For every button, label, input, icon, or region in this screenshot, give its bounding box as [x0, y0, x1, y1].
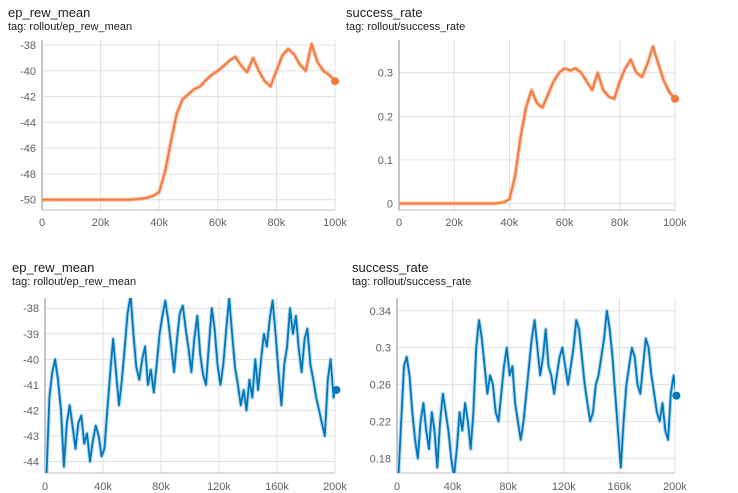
- last-point-marker: [672, 391, 681, 400]
- y-tick-label: -42: [23, 405, 39, 417]
- chart-panel-success-rate-2: success_rate tag: rollout/success_rate 0…: [340, 255, 738, 493]
- series-line: [42, 43, 335, 201]
- y-tick-label: -42: [20, 92, 36, 104]
- x-tick-label: 60k: [209, 217, 227, 229]
- y-tick-label: -39: [23, 329, 39, 341]
- x-tick-label: 100k: [323, 217, 347, 229]
- last-point-marker: [332, 385, 341, 394]
- x-tick-label: 120k: [207, 481, 231, 493]
- y-tick-label: 0.2: [378, 111, 393, 123]
- y-tick-label: -40: [20, 66, 36, 78]
- y-tick-label: 0.3: [376, 343, 391, 355]
- y-tick-label: -38: [20, 40, 36, 52]
- x-tick-label: 0: [396, 217, 402, 229]
- x-tick-label: 20k: [445, 217, 463, 229]
- x-tick-label: 80k: [152, 481, 170, 493]
- x-tick-label: 40k: [444, 481, 462, 493]
- series-raw-band: [42, 41, 335, 202]
- x-tick-label: 160k: [607, 481, 631, 493]
- chart-title: success_rate: [346, 5, 423, 20]
- chart-svg: 0.18 0.22 0.26 0.3 0.34 0 40k 80k 120k 160k 200k: [370, 298, 687, 493]
- series-raw-band: [397, 308, 675, 473]
- x-tick-label: 40k: [150, 217, 168, 229]
- y-tick-label: -44: [23, 457, 39, 469]
- chart-title: success_rate: [352, 260, 429, 275]
- y-tick-label: 0: [387, 198, 393, 210]
- series-line: [397, 310, 675, 473]
- y-tick-label: -44: [20, 117, 36, 129]
- chart-tag: tag: rollout/ep_rew_mean: [8, 21, 133, 33]
- x-tick-label: 100k: [663, 217, 687, 229]
- x-tick-label: 60k: [556, 217, 574, 229]
- series-raw-band: [399, 44, 675, 206]
- last-point-marker: [331, 77, 339, 86]
- chart-panel-ep-rew-mean-2: ep_rew_mean tag: rollout/ep_rew_mean -44…: [0, 255, 347, 493]
- x-tick-label: 80k: [611, 217, 629, 229]
- x-tick-label: 0: [394, 481, 400, 493]
- x-tick-label: 0: [42, 481, 48, 493]
- chart-panel-ep-rew-mean-1: ep_rew_mean tag: rollout/ep_rew_mean -50…: [0, 0, 347, 245]
- chart-tag: tag: rollout/success_rate: [352, 276, 472, 288]
- y-tick-label: -41: [23, 380, 39, 392]
- y-tick-label: -38: [23, 303, 39, 315]
- chart-panel-success-rate-1: success_rate tag: rollout/success_rate 0…: [340, 0, 738, 245]
- chart-tag: tag: rollout/success_rate: [346, 21, 466, 33]
- y-tick-label: -46: [20, 143, 36, 155]
- chart-svg: -44 -43 -42 -41 -40 -39 -38 0 40k 80k 120k 160k 200k: [23, 298, 347, 493]
- y-tick-label: 0.22: [370, 416, 391, 428]
- chart-title: ep_rew_mean: [8, 5, 91, 20]
- x-tick-label: 40k: [94, 481, 112, 493]
- y-tick-label: 0.1: [378, 155, 393, 167]
- x-tick-label: 40k: [501, 217, 519, 229]
- x-tick-label: 0: [39, 217, 45, 229]
- x-tick-label: 160k: [265, 481, 289, 493]
- last-point-marker: [671, 94, 679, 103]
- y-tick-label: -48: [20, 169, 36, 181]
- series-line: [45, 298, 335, 473]
- x-tick-label: 120k: [552, 481, 576, 493]
- x-tick-label: 200k: [663, 481, 687, 493]
- y-tick-label: 0.34: [370, 306, 391, 318]
- x-tick-label: 80k: [268, 217, 286, 229]
- chart-title: ep_rew_mean: [12, 260, 95, 275]
- chart-tag: tag: rollout/ep_rew_mean: [12, 276, 137, 288]
- chart-svg: -50 -48 -46 -44 -42 -40 -38 0 20k 40k 60k 80k 100k: [20, 40, 347, 229]
- x-tick-label: 200k: [323, 481, 347, 493]
- chart-svg: 0 0.1 0.2 0.3 0 20k 40k 60k 80k 100k: [378, 40, 687, 229]
- y-tick-label: 0.26: [370, 380, 391, 392]
- y-tick-label: -40: [23, 354, 39, 366]
- series-line: [399, 45, 675, 205]
- y-tick-label: -43: [23, 431, 39, 443]
- y-tick-label: -50: [20, 195, 36, 207]
- x-tick-label: 20k: [92, 217, 110, 229]
- y-tick-label: 0.18: [370, 453, 391, 465]
- y-tick-label: 0.3: [378, 68, 393, 80]
- x-tick-label: 80k: [499, 481, 517, 493]
